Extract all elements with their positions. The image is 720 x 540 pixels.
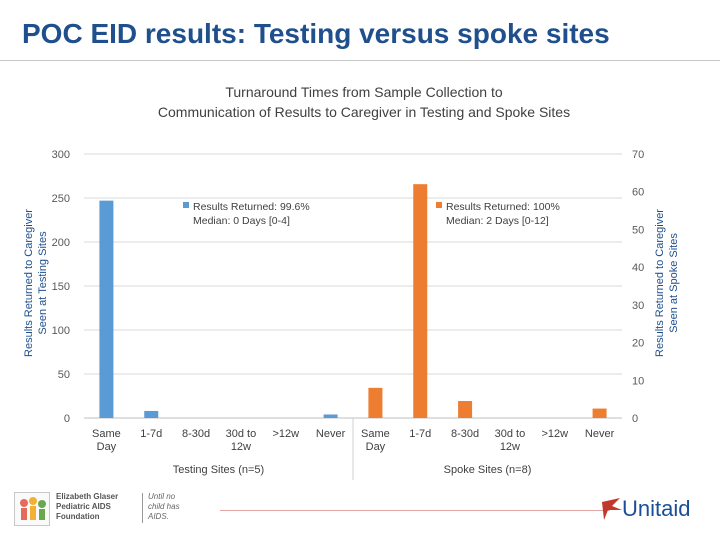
egpaf-name-line: Pediatric AIDS (56, 502, 111, 511)
left-tick-label: 100 (52, 325, 70, 337)
testing-annotation-text: Median: 0 Days [0-4] (193, 215, 290, 227)
egpaf-name-line: Foundation (56, 512, 100, 521)
footer-divider (220, 510, 610, 511)
category-label: 1-7d (409, 428, 431, 440)
chart-title: Communication of Results to Caregiver in… (158, 104, 570, 120)
testing-annotation-swatch (183, 202, 189, 208)
category-label: 30d to (226, 428, 257, 440)
category-label: Day (366, 441, 386, 453)
testing-bar (99, 200, 114, 418)
category-label: 8-30d (182, 428, 210, 440)
left-tick-label: 50 (58, 369, 70, 381)
group-label: Spoke Sites (n=8) (444, 464, 532, 476)
category-label: 30d to (495, 428, 526, 440)
category-label: 8-30d (451, 428, 479, 440)
spoke-annotation-text: Median: 2 Days [0-12] (446, 215, 549, 227)
spoke-bar (592, 408, 607, 418)
spoke-annotation-swatch (436, 202, 442, 208)
egpaf-name: Elizabeth Glaser Pediatric AIDS Foundati… (56, 492, 146, 522)
category-label: >12w (272, 428, 299, 440)
title-divider (0, 60, 720, 61)
right-tick-label: 60 (632, 187, 644, 199)
egpaf-tagline-line: Until no (148, 492, 176, 501)
testing-bar (144, 410, 159, 418)
egpaf-name-line: Elizabeth Glaser (56, 492, 119, 501)
category-label: 12w (500, 441, 520, 453)
spoke-bar (413, 184, 428, 418)
category-label: Same (361, 428, 390, 440)
right-tick-label: 50 (632, 224, 644, 236)
right-tick-label: 70 (632, 149, 644, 161)
right-axis-title: Results Returned to Caregiver (654, 209, 666, 357)
testing-annotation-text: Results Returned: 99.6% (193, 201, 310, 213)
category-label: Day (97, 441, 117, 453)
unitaid-logo: Unitaid (600, 494, 720, 530)
category-label: 1-7d (140, 428, 162, 440)
testing-bar (323, 414, 338, 418)
left-tick-label: 0 (64, 413, 70, 425)
egpaf-logo: Elizabeth Glaser Pediatric AIDS Foundati… (14, 492, 214, 526)
category-label: 12w (231, 441, 251, 453)
right-axis-title: Seen at Spoke Sites (668, 233, 680, 333)
logo-divider (142, 493, 143, 523)
egpaf-tagline-line: child has (148, 502, 180, 511)
spoke-annotation-text: Results Returned: 100% (446, 201, 560, 213)
category-label: Never (585, 428, 615, 440)
left-tick-label: 150 (52, 281, 70, 293)
right-tick-label: 40 (632, 262, 644, 274)
category-label: Never (316, 428, 346, 440)
egpaf-children-icon (14, 492, 50, 526)
spoke-bar (458, 401, 473, 418)
left-axis-title: Results Returned to Caregiver (23, 209, 35, 357)
chart-title: Turnaround Times from Sample Collection … (225, 84, 502, 100)
left-tick-label: 200 (52, 237, 70, 249)
right-tick-label: 0 (632, 413, 638, 425)
group-label: Testing Sites (n=5) (173, 464, 264, 476)
right-tick-label: 10 (632, 375, 644, 387)
category-label: Same (92, 428, 121, 440)
left-axis-title: Seen at Testing Sites (37, 231, 49, 335)
unitaid-wordmark: Unitaid (622, 496, 691, 521)
category-label: >12w (541, 428, 568, 440)
unitaid-bird-icon (602, 498, 622, 520)
egpaf-tagline-line: AIDS. (148, 512, 169, 521)
spoke-bar (368, 387, 383, 418)
right-tick-label: 20 (632, 338, 644, 350)
egpaf-tagline: Until no child has AIDS. (148, 492, 208, 522)
slide-title: POC EID results: Testing versus spoke si… (22, 18, 610, 49)
left-tick-label: 300 (52, 149, 70, 161)
left-tick-label: 250 (52, 193, 70, 205)
right-tick-label: 30 (632, 300, 644, 312)
